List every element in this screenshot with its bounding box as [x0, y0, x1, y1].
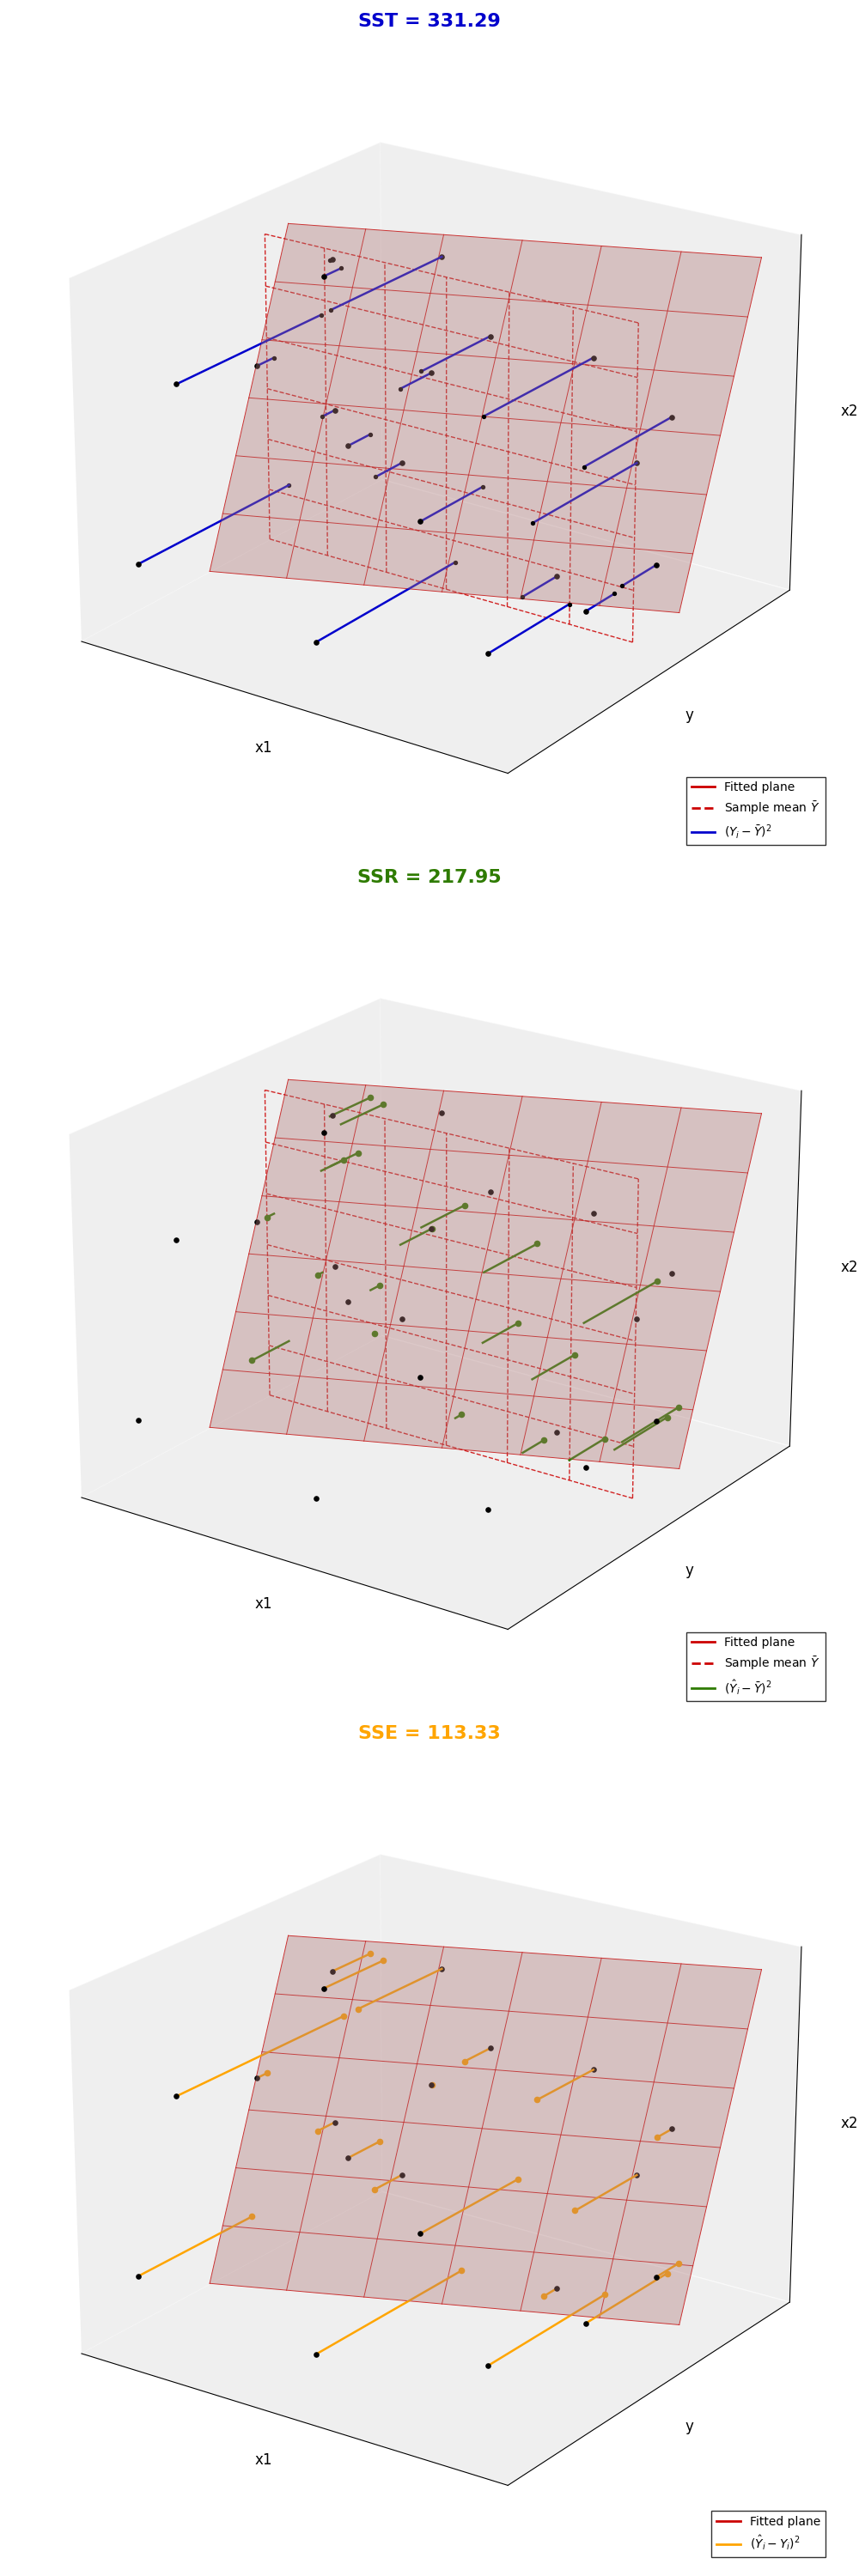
- Y-axis label: y: y: [685, 2419, 693, 2434]
- X-axis label: x1: x1: [254, 2452, 272, 2468]
- Y-axis label: y: y: [685, 1564, 693, 1579]
- Y-axis label: y: y: [685, 708, 693, 724]
- Title: SSR = 217.95: SSR = 217.95: [357, 868, 502, 886]
- Legend: Fitted plane, Sample mean $\bar{Y}$, $(Y_i - \bar{Y})^2$: Fitted plane, Sample mean $\bar{Y}$, $(Y…: [686, 778, 825, 845]
- Title: SST = 331.29: SST = 331.29: [358, 13, 501, 31]
- X-axis label: x1: x1: [254, 739, 272, 755]
- X-axis label: x1: x1: [254, 1597, 272, 1613]
- Legend: Fitted plane, Sample mean $\bar{Y}$, $(\hat{Y}_i - \bar{Y})^2$: Fitted plane, Sample mean $\bar{Y}$, $(\…: [686, 1633, 825, 1700]
- Legend: Fitted plane, $(\hat{Y}_i - Y_i)^2$: Fitted plane, $(\hat{Y}_i - Y_i)^2$: [711, 2512, 825, 2558]
- Title: SSE = 113.33: SSE = 113.33: [358, 1726, 501, 1741]
